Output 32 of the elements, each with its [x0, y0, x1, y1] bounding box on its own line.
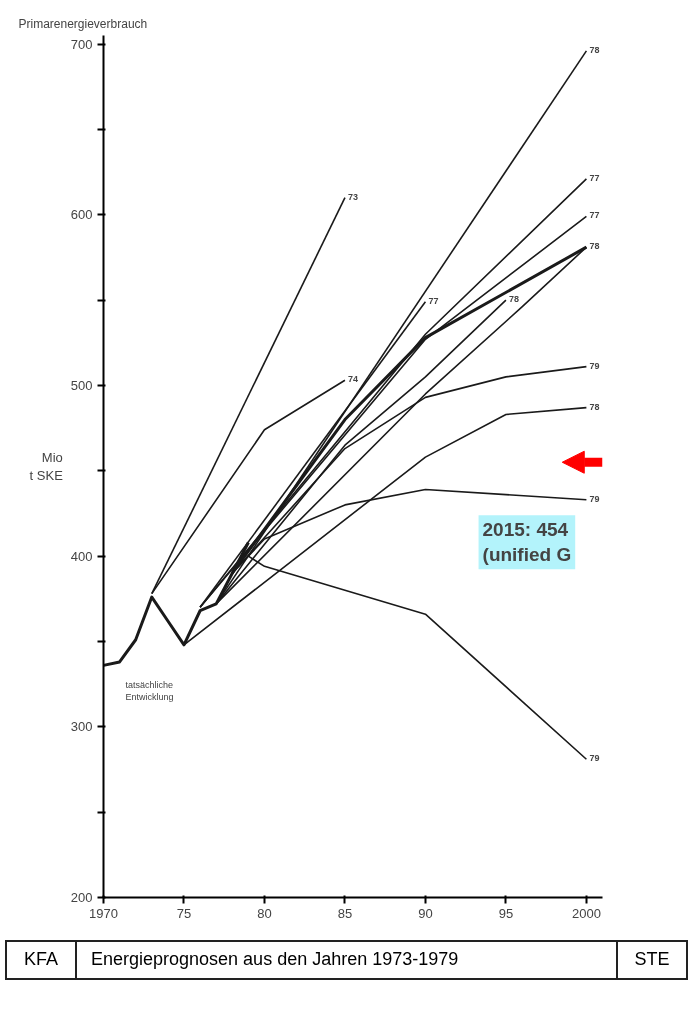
annotation: 2015: 454 (unified G: [482, 519, 572, 566]
y-tick-label: 200: [70, 890, 93, 905]
series-label: 74: [347, 374, 358, 385]
text: KFA: [7, 942, 77, 978]
x-tick-label: 85: [337, 905, 353, 921]
series-label: 78: [589, 241, 600, 252]
series-label: 79: [589, 493, 600, 504]
series-label: 77: [589, 210, 600, 221]
x-tick-label: 1970: [89, 905, 118, 921]
text: Energieprognosen aus den Jahren 1973-1979: [90, 948, 460, 972]
series-label: 78: [508, 294, 519, 305]
y-axis-title: Mio t SKE: [29, 450, 64, 483]
series-label: 78: [589, 401, 600, 412]
text: tatsächliche Entwicklung: [125, 679, 174, 702]
series-label: 77: [428, 295, 439, 306]
x-tick-label: 75: [176, 905, 192, 921]
series-label: 77: [589, 172, 600, 183]
y-tick-label: 400: [70, 548, 93, 564]
series-label: 79: [589, 360, 600, 371]
series-label: 73: [347, 191, 358, 202]
x-tick-label: 2000: [571, 905, 601, 921]
y-tick-label: 300: [70, 719, 93, 735]
x-tick-label: 80: [257, 905, 272, 921]
x-tick-label: 90: [418, 905, 433, 921]
x-tick-label: 95: [498, 905, 514, 921]
series-label: 78: [589, 44, 600, 55]
y-tick-label: 600: [70, 207, 93, 223]
y-tick-label: 500: [70, 377, 93, 393]
text: STE: [616, 942, 686, 978]
chart-subtitle: Primarenergieverbrauch: [18, 16, 148, 31]
series-label: 79: [589, 753, 600, 764]
y-tick-label: 700: [70, 36, 93, 52]
